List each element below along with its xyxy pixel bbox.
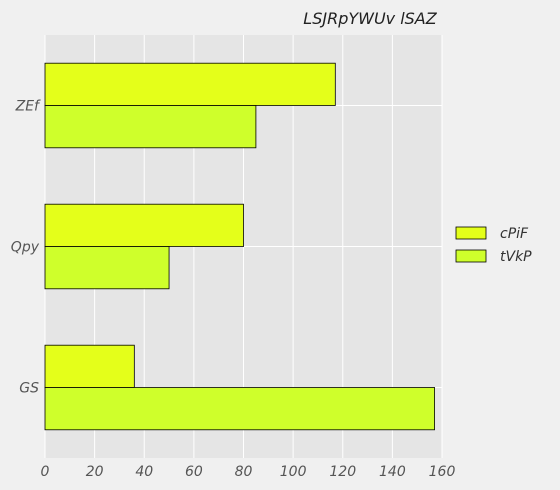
bar-tVkP-GS bbox=[44, 387, 435, 431]
legend-swatch-tVkP bbox=[455, 249, 487, 263]
category-label: Qpy bbox=[11, 240, 40, 256]
category-label: ZEf bbox=[15, 99, 41, 115]
legend-swatch-cPiF bbox=[455, 226, 487, 240]
bar-cPiF-ZEf bbox=[44, 62, 336, 106]
legend-label-cPiF: cPiF bbox=[500, 226, 529, 242]
bars bbox=[44, 62, 435, 431]
x-tick-label: 60 bbox=[185, 464, 203, 480]
x-tick-label: 0 bbox=[41, 464, 50, 480]
x-tick-label: 40 bbox=[135, 464, 153, 480]
x-tick-label: 100 bbox=[280, 464, 307, 480]
bar-tVkP-Qpy bbox=[44, 246, 170, 290]
bar-tVkP-ZEf bbox=[44, 105, 257, 149]
bar-cPiF-GS bbox=[44, 344, 135, 388]
bar-cPiF-Qpy bbox=[44, 203, 244, 247]
chart-title: LSJRpYWUv lSAZ bbox=[303, 9, 437, 28]
category-label: GS bbox=[19, 381, 39, 397]
legend-label-tVkP: tVkP bbox=[500, 249, 532, 265]
x-tick-label: 20 bbox=[86, 464, 104, 480]
x-tick-label: 120 bbox=[329, 464, 356, 480]
legend: cPiF tVkP bbox=[455, 226, 532, 265]
x-tick-label: 140 bbox=[379, 464, 406, 480]
x-axis-ticks: 0 20 40 60 80 100 120 140 160 bbox=[41, 464, 456, 480]
x-tick-label: 160 bbox=[429, 464, 456, 480]
y-axis-categories: ZEf Qpy GS bbox=[11, 99, 41, 397]
x-tick-label: 80 bbox=[235, 464, 253, 480]
